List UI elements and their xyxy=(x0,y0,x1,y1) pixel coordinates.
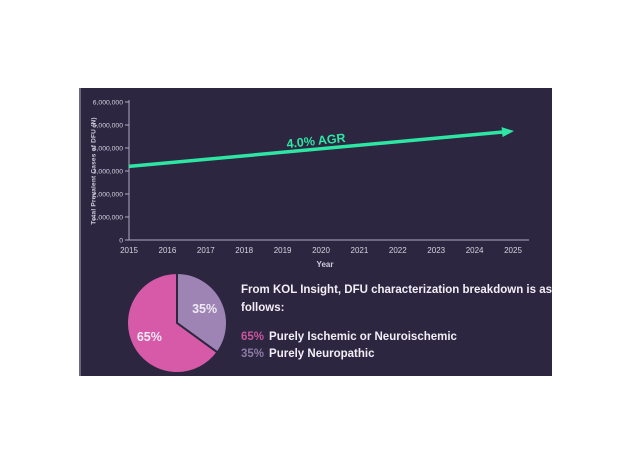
y-axis-ticks xyxy=(125,101,129,241)
x-tick-label: 2016 xyxy=(159,246,177,255)
x-axis-tick-labels: 2015 2016 2017 2018 2019 2020 2021 2022 2023 2024… xyxy=(120,246,522,255)
y-axis-title: Total Prevalent Cases of DFU (N) xyxy=(90,117,98,225)
breakdown-item-ischemic: 65% Purely Ischemic or Neuroischemic xyxy=(241,329,565,347)
x-tick-label: 2023 xyxy=(427,246,445,255)
pie-label-35%: 35% xyxy=(192,302,217,316)
y-tick-label: 0 xyxy=(119,237,123,244)
x-tick-label: 2017 xyxy=(197,246,215,255)
breakdown-item-neuropathic: 35% Purely Neuropathic xyxy=(241,346,565,364)
kol-heading: From KOL Insight, DFU characterization b… xyxy=(241,284,552,314)
y-tick-label: 4,000,000 xyxy=(93,145,123,152)
pie-chart xyxy=(126,272,228,374)
dfu-charts-canvas: 0 1,000,000 2,000,000 3,000,000 4,000,000 5,0… xyxy=(93,99,529,374)
x-tick-label: 2020 xyxy=(312,246,330,255)
pie-slice-65% xyxy=(126,272,219,374)
x-tick-label: 2015 xyxy=(120,246,138,255)
label-ischemic: Purely Ischemic or Neuroischemic xyxy=(269,330,457,343)
pie-slice-35% xyxy=(176,272,228,354)
pct-neuropathic: 35% xyxy=(241,348,265,361)
x-tick-label: 2018 xyxy=(235,246,253,255)
y-tick-label: 3,000,000 xyxy=(93,168,123,175)
breakdown-list: 65% Purely Ischemic or Neuroischemic 35% P… xyxy=(241,329,565,365)
x-tick-label: 2025 xyxy=(504,246,522,255)
chart-axes xyxy=(128,100,529,241)
x-tick-label: 2022 xyxy=(389,246,407,255)
pct-ischemic: 65% xyxy=(241,330,265,343)
x-axis-title: Year xyxy=(316,260,334,269)
label-neuropathic: Purely Neuropathic xyxy=(269,348,375,361)
y-tick-label: 2,000,000 xyxy=(93,191,123,198)
pie-label-65%: 65% xyxy=(137,330,162,344)
trend-arrow-line xyxy=(128,127,514,169)
dfu-slide: 0 1,000,000 2,000,000 3,000,000 4,000,000 5,0… xyxy=(79,88,552,376)
y-tick-label: 5,000,000 xyxy=(93,122,123,129)
x-tick-label: 2021 xyxy=(351,246,369,255)
pie-slice-labels: 35% 65% xyxy=(137,302,217,344)
x-tick-label: 2019 xyxy=(274,246,292,255)
x-tick-label: 2024 xyxy=(466,246,484,255)
y-tick-label: 6,000,000 xyxy=(93,99,123,106)
y-axis-tick-labels: 0 1,000,000 2,000,000 3,000,000 4,000,000 5,0… xyxy=(93,99,123,244)
y-tick-label: 1,000,000 xyxy=(93,214,123,221)
kol-text-panel: From KOL Insight, DFU characterization b… xyxy=(241,282,565,364)
